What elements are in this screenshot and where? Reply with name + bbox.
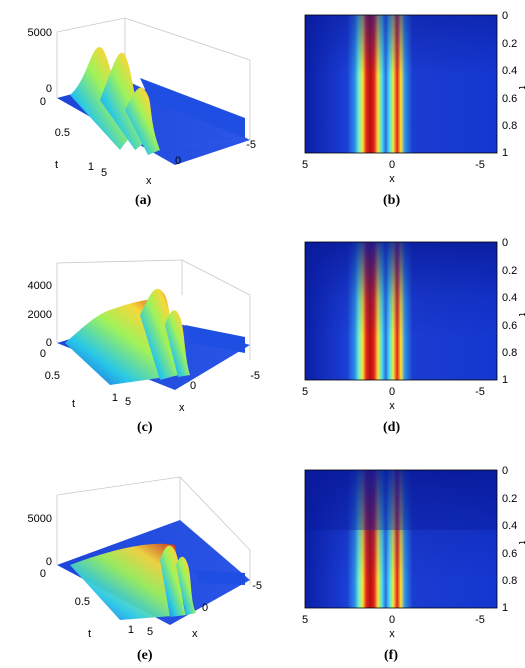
heatmap-b: 5 0 -5 x 0 0.2 0.4 0.6 0.8 1 t [302,10,525,185]
x-tick: 0 [389,614,395,626]
t-tick: 0.2 [502,265,517,277]
panel-label-b: (b) [383,193,401,208]
z-tick: 5000 [28,27,52,39]
surface-plot-a: 5000 0 0 0.5 1 5 0 -5 t x [28,17,256,187]
t-axis-label: t [72,398,75,410]
z-tick: 0 [46,556,52,568]
surface-plot-e: 5000 0 0 0.5 1 5 0 -5 t x [28,476,262,640]
x-tick: -5 [475,386,485,398]
t-tick: 0.6 [502,93,517,105]
panel-label-c: (c) [137,420,153,435]
t-tick: 0.4 [502,292,517,304]
t-tick: 0.2 [502,493,517,505]
x-tick: 0 [190,380,196,392]
t-tick: 1 [502,602,508,614]
t-tick: 0 [502,237,508,249]
z-tick: 5000 [28,513,52,525]
x-tick: 0 [389,386,395,398]
t-axis-label: t [516,86,525,89]
x-tick: -5 [250,370,260,382]
panel-label-d: (d) [383,420,401,435]
t-tick: 0.8 [502,120,517,132]
x-tick: 5 [302,386,308,398]
t-tick: 1 [128,624,134,636]
t-tick: 0 [40,568,46,580]
t-tick: 0 [40,96,46,108]
t-tick: 0.5 [45,370,60,382]
x-tick: 5 [125,396,131,408]
t-tick: 1 [502,374,508,386]
x-tick: -5 [475,614,485,626]
x-tick: 0 [175,155,181,167]
t-tick: 0.5 [75,596,90,608]
z-tick: 0 [46,337,52,349]
x-tick: 5 [302,159,308,171]
t-axis-label: t [88,628,91,640]
t-tick: 0 [40,348,46,360]
z-tick: 2000 [28,309,52,321]
heatmap-f: 5 0 -5 x 0 0.2 0.4 0.6 0.8 1 t [302,465,525,640]
t-tick: 1 [502,147,508,159]
t-tick: 0.6 [502,320,517,332]
x-tick: -5 [252,580,262,592]
t-tick: 1 [112,392,118,404]
x-axis-label: x [192,628,198,640]
t-axis-label: t [516,541,525,544]
t-tick: 0 [502,465,508,477]
x-axis-label: x [179,402,185,414]
panel-label-f: (f) [384,648,398,663]
x-tick: 0 [202,602,208,614]
t-axis-label: t [516,313,525,316]
panel-label-a: (a) [135,193,152,208]
x-tick: 5 [147,626,153,638]
t-tick: 0.8 [502,347,517,359]
x-tick: 0 [389,159,395,171]
x-tick: -5 [475,159,485,171]
z-tick: 4000 [28,280,52,292]
x-tick: 5 [101,167,107,179]
t-tick: 0.8 [502,575,517,587]
heatmap-d: 5 0 -5 x 0 0.2 0.4 0.6 0.8 1 t [302,237,525,412]
x-axis-label: x [389,628,395,640]
t-tick: 0.2 [502,38,517,50]
surface-plot-c: 4000 2000 0 0 0.5 1 5 0 -5 t x [28,259,260,414]
panel-label-e: (e) [137,648,153,663]
t-tick: 0.5 [55,127,70,139]
z-tick: 0 [46,83,52,95]
x-tick: -5 [246,139,256,151]
t-tick: 0 [502,10,508,22]
x-tick: 5 [302,614,308,626]
x-axis-label: x [389,400,395,412]
t-tick: 0.6 [502,548,517,560]
x-axis-label: x [146,175,152,187]
t-axis-label: t [55,159,58,171]
t-tick: 0.4 [502,520,517,532]
x-axis-label: x [389,173,395,185]
t-tick: 1 [88,161,94,173]
t-tick: 0.4 [502,65,517,77]
